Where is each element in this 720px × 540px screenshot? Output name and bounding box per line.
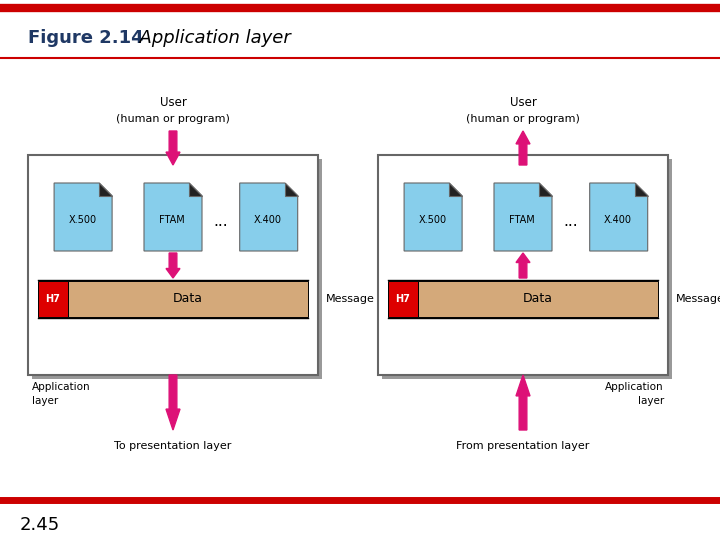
Text: X.400: X.400 — [254, 215, 282, 225]
Text: H7: H7 — [45, 294, 60, 304]
FancyArrow shape — [516, 253, 530, 278]
Polygon shape — [285, 183, 297, 196]
Text: layer: layer — [638, 396, 664, 406]
Text: X.400: X.400 — [604, 215, 632, 225]
Text: FTAM: FTAM — [510, 215, 535, 225]
Polygon shape — [54, 183, 112, 251]
Bar — [388, 281, 418, 317]
Text: From presentation layer: From presentation layer — [456, 441, 590, 451]
Text: Data: Data — [523, 293, 553, 306]
Text: 2.45: 2.45 — [20, 516, 60, 534]
Bar — [378, 155, 668, 375]
Text: Application: Application — [606, 382, 664, 392]
Text: Figure 2.14: Figure 2.14 — [28, 29, 143, 47]
FancyArrow shape — [166, 253, 180, 278]
Polygon shape — [494, 183, 552, 251]
Text: layer: layer — [32, 396, 58, 406]
Text: User: User — [510, 97, 536, 110]
Polygon shape — [404, 183, 462, 251]
FancyArrow shape — [166, 375, 180, 430]
Polygon shape — [635, 183, 648, 196]
Polygon shape — [99, 183, 112, 196]
Bar — [382, 159, 672, 379]
FancyArrow shape — [166, 131, 180, 165]
FancyArrow shape — [516, 131, 530, 165]
Text: Message: Message — [326, 294, 375, 304]
Text: Application: Application — [32, 382, 91, 392]
Bar — [32, 159, 322, 379]
Text: Data: Data — [173, 293, 203, 306]
Text: User: User — [160, 97, 186, 110]
Polygon shape — [449, 183, 462, 196]
Text: Application layer: Application layer — [128, 29, 291, 47]
Polygon shape — [240, 183, 297, 251]
Bar — [38, 281, 68, 317]
Polygon shape — [590, 183, 648, 251]
Polygon shape — [189, 183, 202, 196]
Text: ...: ... — [214, 213, 228, 228]
Bar — [68, 281, 308, 317]
Text: ...: ... — [564, 213, 578, 228]
Polygon shape — [144, 183, 202, 251]
Text: FTAM: FTAM — [160, 215, 185, 225]
Bar — [418, 281, 658, 317]
Text: (human or program): (human or program) — [466, 114, 580, 124]
Text: Message: Message — [676, 294, 720, 304]
Bar — [28, 155, 318, 375]
Text: (human or program): (human or program) — [116, 114, 230, 124]
Text: To presentation layer: To presentation layer — [114, 441, 232, 451]
FancyArrow shape — [516, 375, 530, 430]
Text: X.500: X.500 — [68, 215, 96, 225]
Text: H7: H7 — [395, 294, 410, 304]
Text: X.500: X.500 — [418, 215, 446, 225]
Polygon shape — [539, 183, 552, 196]
